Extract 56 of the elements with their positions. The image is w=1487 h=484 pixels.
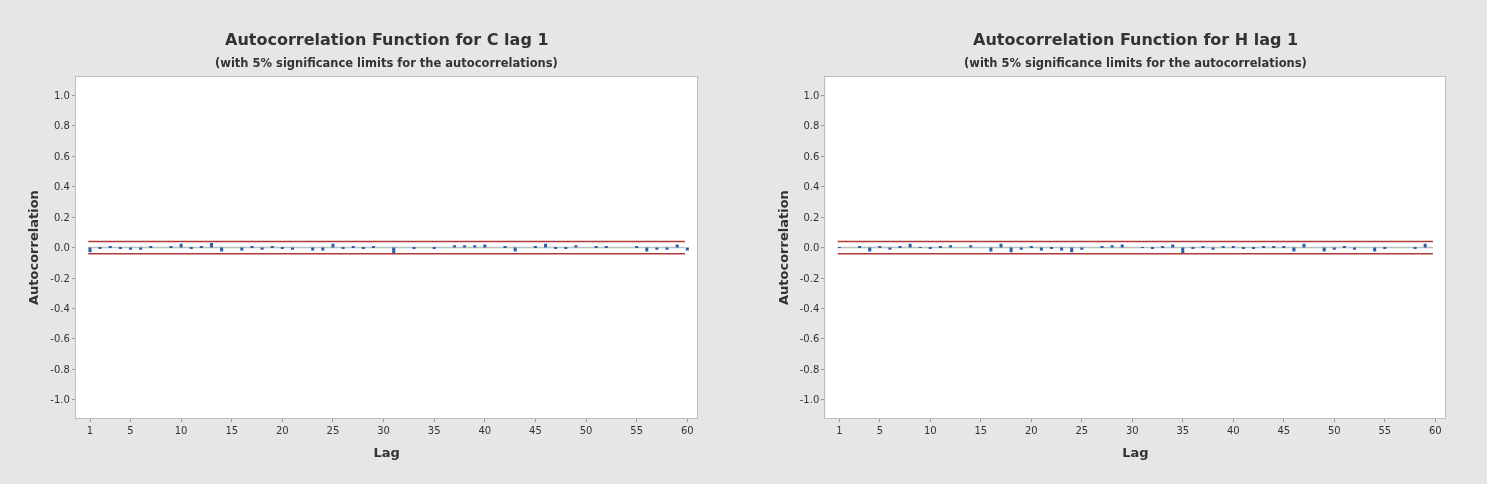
y-axis-title: Autocorrelation [775,190,791,305]
y-tick-label: 0.8 [53,120,70,132]
x-tick-label: 5 [127,425,134,437]
y-tick-label: 0.8 [803,120,820,132]
y-tick-label: -0.8 [799,363,820,375]
x-tick-label: 25 [326,425,340,437]
x-tick-label: 35 [1176,425,1190,437]
x-tick-label: 15 [974,425,988,437]
x-tick-label: 25 [1075,425,1089,437]
x-tick-label: 1 [86,425,94,437]
x-tick-label: 10 [174,425,188,437]
y-tick-label: -0.6 [799,333,820,345]
y-tick-label: -0.4 [799,303,820,314]
y-tick-label: 0.6 [53,150,70,162]
x-tick-label: 40 [478,425,492,437]
x-tick-label: 60 [680,425,694,437]
x-tick-label: 50 [579,425,593,437]
x-tick-label: 20 [1024,425,1038,437]
x-tick-label: 55 [1378,425,1392,437]
chart-title: Autocorrelation Function for H lag 1 [973,30,1299,49]
y-tick-label: 1.0 [803,89,820,101]
y-tick-label: 0.4 [53,181,70,193]
y-tick-label: 0.0 [803,242,820,254]
x-tick-label: 45 [1277,425,1291,437]
x-tick-label: 5 [876,425,883,437]
x-tick-label: 60 [1428,425,1442,437]
x-tick-label: 1 [836,425,843,437]
y-tick-label: -0.2 [50,272,70,284]
chart-title: Autocorrelation Function for C lag 1 [225,30,549,49]
x-axis-title: Lag [373,444,400,460]
x-tick-label: 35 [427,425,441,437]
x-tick-label: 20 [275,425,289,437]
y-tick-label: -0.2 [799,272,820,284]
y-tick-label: 0.4 [803,181,820,193]
y-tick-label: -1.0 [50,394,70,406]
y-tick-label: 1.0 [53,89,70,101]
x-tick-label: 50 [1327,425,1341,437]
y-tick-label: -0.4 [50,303,70,314]
x-tick-label: 55 [630,425,644,437]
x-tick-label: 30 [1125,425,1139,437]
x-tick-label: 30 [377,425,390,437]
y-tick-label: 0.2 [53,211,70,223]
x-tick-label: 40 [1226,425,1240,437]
y-tick-label: 0.2 [803,211,820,223]
x-tick-label: 15 [225,425,239,437]
x-tick-label: 45 [529,425,542,437]
y-tick-label: -0.6 [50,333,70,345]
y-tick-label: -1.0 [799,394,820,406]
y-axis-title: Autocorrelation [26,190,42,305]
y-tick-label: 0.0 [53,242,70,254]
x-tick-label: 10 [923,425,937,437]
chart-subtitle: (with 5% significance limits for the autocorrelations) [215,56,558,70]
x-axis-title: Lag [1122,444,1149,460]
y-tick-label: -0.8 [50,363,70,375]
chart-subtitle: (with 5% significance limits for the autocorrelations) [964,56,1307,70]
y-tick-label: 0.6 [803,150,820,162]
